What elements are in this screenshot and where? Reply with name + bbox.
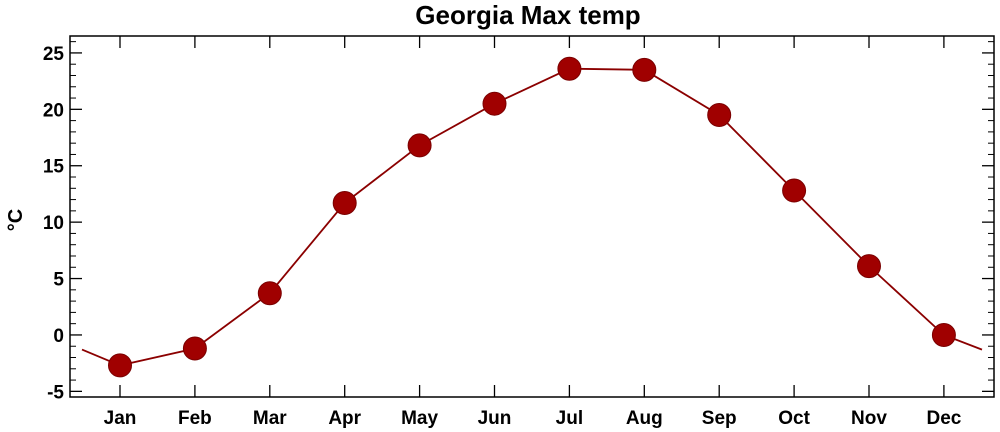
- data-point-dec: [931, 322, 956, 347]
- y-tick-label: 10: [43, 213, 64, 234]
- y-tick-label: 25: [43, 44, 65, 65]
- data-point-sep: [707, 102, 732, 127]
- ticks-group: -5 0 5 10 15 20 25 Jan Feb Mar Apr May Jun Jul Aug Sep O…: [43, 36, 994, 429]
- y-tick-label: -5: [47, 382, 64, 403]
- data-point-apr: [332, 190, 357, 215]
- data-point-may: [407, 133, 432, 158]
- data-point-nov: [857, 254, 881, 279]
- data-point-jul: [557, 56, 582, 81]
- x-tick-label: May: [401, 408, 438, 429]
- x-tick-label: Jan: [104, 408, 137, 429]
- data-point-oct: [782, 178, 807, 203]
- data-point-mar: [257, 281, 282, 306]
- x-tick-label: Dec: [926, 408, 961, 429]
- data-point-jun: [482, 91, 507, 116]
- x-tick-label: Jul: [556, 408, 583, 429]
- x-tick-label: Nov: [851, 408, 887, 429]
- x-tick-label: Aug: [626, 408, 663, 429]
- x-tick-label: Jun: [478, 408, 512, 429]
- data-point-feb: [182, 336, 207, 361]
- chart-title: Georgia Max temp: [415, 0, 640, 30]
- y-tick-label: 15: [43, 157, 65, 178]
- x-tick-label: Mar: [253, 408, 287, 429]
- y-tick-label: 20: [43, 100, 64, 121]
- y-tick-label: 0: [53, 326, 64, 347]
- plot-frame: [69, 35, 995, 398]
- data-point-aug: [632, 57, 657, 82]
- data-point-jan: [108, 353, 132, 378]
- x-tick-label: Apr: [328, 408, 361, 429]
- x-tick-label: Sep: [702, 408, 737, 429]
- plot-group: [81, 56, 983, 378]
- x-tick-label: Oct: [778, 408, 810, 429]
- x-tick-label: Feb: [178, 408, 212, 429]
- series-line: [81, 67, 983, 367]
- y-tick-label: 5: [53, 270, 64, 291]
- y-axis-label: °C: [5, 209, 27, 231]
